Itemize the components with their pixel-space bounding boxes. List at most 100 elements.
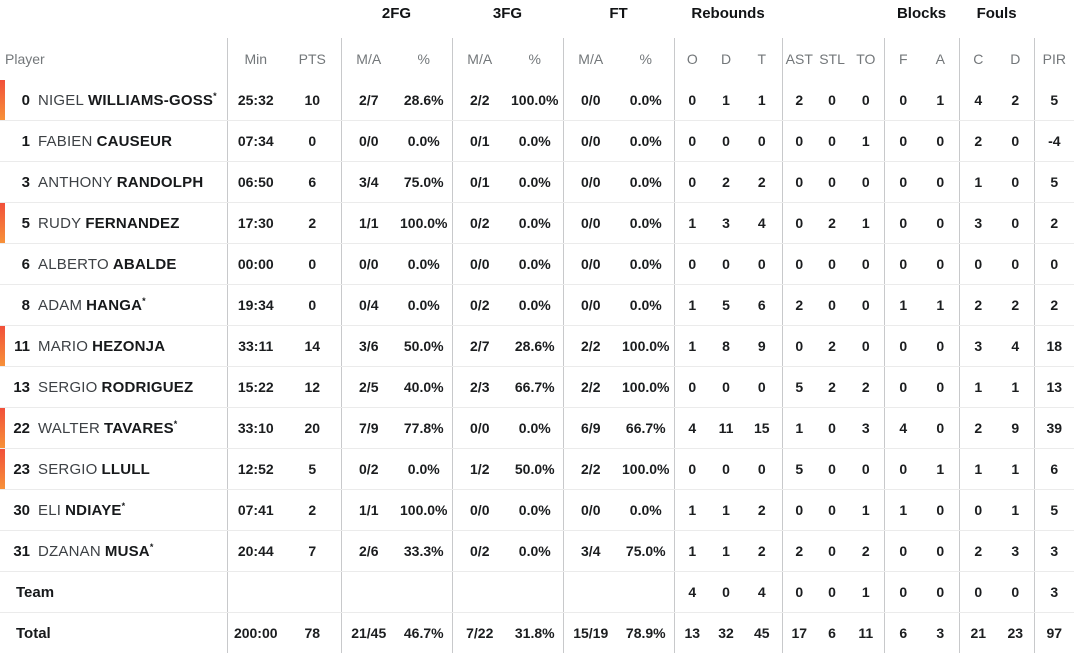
stat-reb-o: 4 <box>674 572 710 613</box>
stat-ast: 5 <box>782 367 816 408</box>
oncourt-indicator <box>0 449 5 489</box>
stat-fg3-pct: 50.0% <box>507 449 563 490</box>
stat-reb-d: 3 <box>710 203 742 244</box>
stat-stl: 0 <box>816 244 848 285</box>
stat-stl: 0 <box>816 531 848 572</box>
stat-fg2-pct: 50.0% <box>396 326 452 367</box>
stat-fg3-pct: 28.6% <box>507 326 563 367</box>
stat-reb-t: 6 <box>742 285 782 326</box>
stat-min: 00:00 <box>227 244 284 285</box>
stat-fg3-ma: 0/1 <box>452 121 507 162</box>
stat-fg3-pct: 0.0% <box>507 244 563 285</box>
stat-ft-pct: 100.0% <box>618 326 674 367</box>
stat-min: 200:00 <box>227 613 284 653</box>
player-first-name: FABIEN <box>38 133 93 150</box>
stat-reb-t: 0 <box>742 244 782 285</box>
stat-blk-a: 0 <box>922 326 959 367</box>
oncourt-indicator <box>0 326 5 366</box>
stat-fg2-ma: 2/7 <box>341 80 396 121</box>
stat-fg3-pct: 100.0% <box>507 80 563 121</box>
col-3fg-ma: M/A <box>452 38 507 80</box>
stat-pir: 2 <box>1034 285 1074 326</box>
stat-pir: 3 <box>1034 572 1074 613</box>
stat-foul-d: 1 <box>997 449 1034 490</box>
stat-ft-pct <box>618 572 674 613</box>
col-blk-f: F <box>884 38 922 80</box>
stat-reb-t: 2 <box>742 531 782 572</box>
stat-blk-a: 0 <box>922 531 959 572</box>
stat-blk-f: 0 <box>884 326 922 367</box>
stat-pir: 0 <box>1034 244 1074 285</box>
stat-reb-t: 4 <box>742 203 782 244</box>
stat-fg2-pct: 28.6% <box>396 80 452 121</box>
stat-foul-c: 0 <box>959 490 997 531</box>
stat-min: 07:41 <box>227 490 284 531</box>
stat-foul-d: 0 <box>997 162 1034 203</box>
stat-ft-ma: 6/9 <box>563 408 618 449</box>
stat-fg2-ma: 0/0 <box>341 121 396 162</box>
jersey-number: 3 <box>0 174 30 191</box>
stat-reb-d: 1 <box>710 80 742 121</box>
stat-ft-pct: 0.0% <box>618 162 674 203</box>
col-2fg-pct: % <box>396 38 452 80</box>
stat-foul-c: 4 <box>959 80 997 121</box>
stat-fg2-ma: 2/6 <box>341 531 396 572</box>
stat-fg3-ma: 2/3 <box>452 367 507 408</box>
stat-to: 1 <box>848 490 884 531</box>
stat-ft-ma: 0/0 <box>563 80 618 121</box>
stat-foul-c: 1 <box>959 162 997 203</box>
jersey-number: 13 <box>0 379 30 396</box>
stat-to: 1 <box>848 121 884 162</box>
stat-ast: 2 <box>782 531 816 572</box>
stat-reb-o: 13 <box>674 613 710 653</box>
stat-blk-a: 1 <box>922 285 959 326</box>
stat-ft-pct: 66.7% <box>618 408 674 449</box>
stat-ft-pct: 0.0% <box>618 203 674 244</box>
stat-fg3-ma: 0/0 <box>452 408 507 449</box>
stat-stl: 0 <box>816 572 848 613</box>
col-3fg-pct: % <box>507 38 563 80</box>
stat-fg3-pct: 0.0% <box>507 490 563 531</box>
stat-ft-ma: 3/4 <box>563 531 618 572</box>
stat-reb-o: 1 <box>674 285 710 326</box>
stat-reb-t: 45 <box>742 613 782 653</box>
col-blk-a: A <box>922 38 959 80</box>
stat-blk-f: 0 <box>884 531 922 572</box>
player-first-name: ELI <box>38 502 61 519</box>
stat-reb-d: 2 <box>710 162 742 203</box>
stat-ast: 2 <box>782 285 816 326</box>
stat-blk-f: 4 <box>884 408 922 449</box>
stat-fg2-ma: 0/4 <box>341 285 396 326</box>
stat-min: 17:30 <box>227 203 284 244</box>
stat-ast: 0 <box>782 121 816 162</box>
stat-reb-d: 0 <box>710 121 742 162</box>
stat-to: 2 <box>848 367 884 408</box>
stat-ft-pct: 100.0% <box>618 367 674 408</box>
player-last-name: HANGA <box>86 297 142 314</box>
stat-to: 0 <box>848 449 884 490</box>
stat-foul-d: 0 <box>997 203 1034 244</box>
stat-blk-a: 0 <box>922 203 959 244</box>
stat-stl: 0 <box>816 80 848 121</box>
stat-foul-c: 0 <box>959 572 997 613</box>
stat-ft-ma: 0/0 <box>563 121 618 162</box>
stat-reb-t: 0 <box>742 449 782 490</box>
